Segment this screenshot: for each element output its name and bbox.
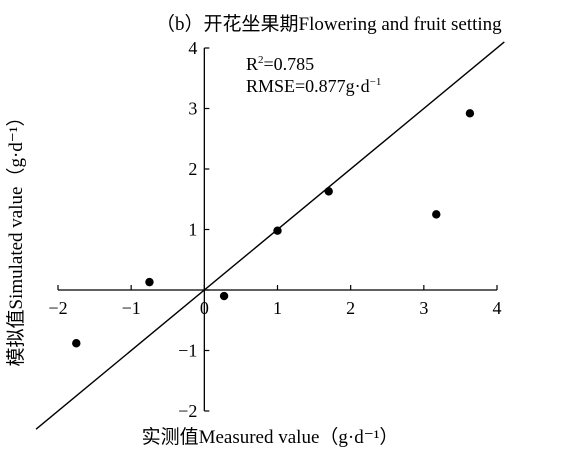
- x-tick-label: −1: [122, 298, 141, 318]
- y-tick-label: 3: [188, 99, 197, 119]
- data-point: [465, 109, 475, 118]
- reference-line-group: [35, 41, 505, 430]
- y-tick-label: 2: [188, 159, 197, 179]
- data-point: [273, 226, 282, 235]
- chart-title: （b）开花坐果期Flowering and fruit setting: [156, 13, 502, 35]
- rmse-superscript: −1: [370, 76, 382, 88]
- x-tick-label: 0: [200, 298, 209, 318]
- x-tick-label: −2: [48, 298, 67, 318]
- y-axis-label: 模拟值Simulated value（g·d⁻¹）: [5, 108, 27, 367]
- data-point: [219, 291, 229, 301]
- r2-value: =0.785: [264, 54, 315, 74]
- data-point: [432, 210, 441, 219]
- r2-label: R: [246, 54, 258, 74]
- data-point: [145, 277, 154, 287]
- x-axis-label: 实测值Measured value（g·d⁻¹）: [142, 426, 399, 448]
- y-tick-label: 1: [188, 220, 197, 240]
- r2-annotation: R2=0.785: [246, 54, 314, 74]
- y-tick-label: 4: [188, 38, 197, 58]
- data-points: [72, 109, 475, 348]
- r2-superscript: 2: [258, 54, 264, 66]
- y-tick-label: −1: [178, 341, 197, 361]
- data-point: [72, 339, 81, 348]
- x-tick-label: 3: [419, 298, 428, 318]
- rmse-label: RMSE=0.877g·d: [246, 76, 370, 96]
- x-tick-label: 4: [493, 298, 502, 318]
- annotation-block: R2=0.785 RMSE=0.877g·d−1: [246, 54, 381, 96]
- rmse-annotation: RMSE=0.877g·d−1: [246, 76, 381, 96]
- y-tick-label: −2: [178, 401, 197, 421]
- x-tick-label: 2: [346, 298, 355, 318]
- axes: −2 −1 0 1 2 3 4 −2 −1 1 2 3 4: [48, 38, 501, 421]
- data-point: [324, 187, 333, 196]
- x-tick-label: 1: [273, 298, 282, 318]
- one-to-one-line: [35, 41, 505, 430]
